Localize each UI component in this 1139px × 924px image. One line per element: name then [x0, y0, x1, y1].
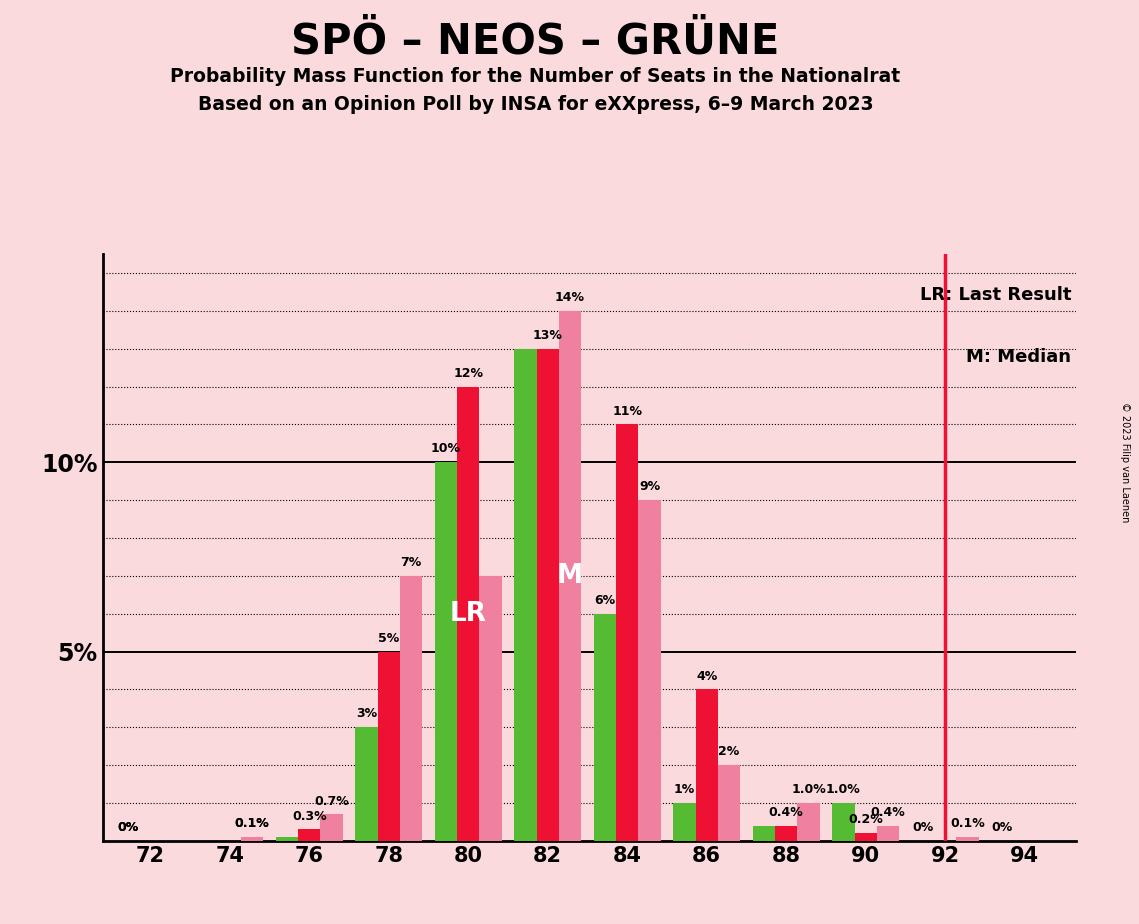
Text: 1.0%: 1.0%	[826, 784, 861, 796]
Text: 0.1%: 0.1%	[950, 817, 985, 831]
Text: M: Median: M: Median	[967, 348, 1072, 366]
Text: 0%: 0%	[912, 821, 934, 834]
Bar	[673, 803, 696, 841]
Text: 0.2%: 0.2%	[849, 813, 883, 826]
Text: 0%: 0%	[992, 821, 1013, 834]
Bar	[797, 803, 820, 841]
Text: 0.1%: 0.1%	[235, 817, 269, 831]
Text: 4%: 4%	[696, 670, 718, 683]
Text: 1.0%: 1.0%	[792, 784, 826, 796]
Bar	[240, 837, 263, 841]
Text: 5%: 5%	[378, 632, 400, 645]
Text: 0.7%: 0.7%	[314, 795, 349, 808]
Bar	[696, 689, 718, 841]
Bar	[298, 830, 320, 841]
Text: 11%: 11%	[612, 405, 642, 418]
Bar	[854, 833, 877, 841]
Bar	[559, 310, 581, 841]
Text: © 2023 Filip van Laenen: © 2023 Filip van Laenen	[1121, 402, 1130, 522]
Bar	[435, 462, 457, 841]
Text: 12%: 12%	[453, 367, 483, 380]
Bar	[753, 826, 775, 841]
Text: 0.4%: 0.4%	[870, 806, 906, 819]
Bar	[515, 348, 536, 841]
Bar	[957, 837, 978, 841]
Text: LR: Last Result: LR: Last Result	[920, 286, 1072, 304]
Text: SPÖ – NEOS – GRÜNE: SPÖ – NEOS – GRÜNE	[292, 20, 779, 62]
Bar	[775, 826, 797, 841]
Bar	[638, 500, 661, 841]
Bar	[718, 765, 740, 841]
Text: Based on an Opinion Poll by INSA for eXXpress, 6–9 March 2023: Based on an Opinion Poll by INSA for eXX…	[197, 95, 874, 115]
Text: 3%: 3%	[355, 708, 377, 721]
Text: 0%: 0%	[117, 821, 139, 834]
Bar	[536, 348, 559, 841]
Text: 7%: 7%	[400, 556, 421, 569]
Text: 13%: 13%	[533, 329, 563, 342]
Bar	[593, 614, 616, 841]
Bar	[877, 826, 899, 841]
Text: 0.4%: 0.4%	[769, 806, 803, 819]
Text: LR: LR	[450, 601, 486, 626]
Text: 0.3%: 0.3%	[292, 809, 327, 822]
Text: 1%: 1%	[674, 784, 695, 796]
Text: 6%: 6%	[595, 594, 615, 607]
Bar	[457, 386, 480, 841]
Bar	[320, 814, 343, 841]
Text: 9%: 9%	[639, 480, 659, 493]
Bar	[355, 727, 377, 841]
Text: M: M	[557, 563, 583, 589]
Bar	[276, 837, 298, 841]
Text: 0.1%: 0.1%	[235, 817, 269, 831]
Bar	[833, 803, 854, 841]
Bar	[377, 651, 400, 841]
Text: 10%: 10%	[431, 443, 461, 456]
Text: 14%: 14%	[555, 291, 585, 304]
Text: 2%: 2%	[719, 746, 739, 759]
Text: Probability Mass Function for the Number of Seats in the Nationalrat: Probability Mass Function for the Number…	[170, 67, 901, 86]
Text: 0%: 0%	[117, 821, 139, 834]
Bar	[400, 576, 423, 841]
Bar	[616, 424, 638, 841]
Bar	[480, 576, 501, 841]
